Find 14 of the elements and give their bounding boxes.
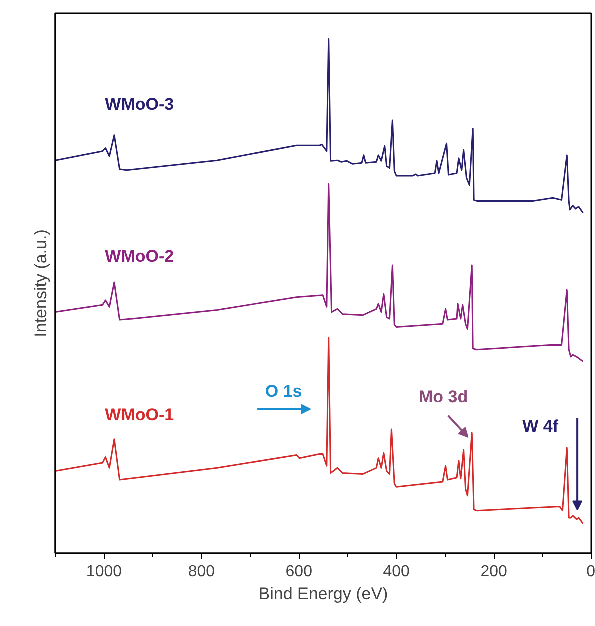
x-tick-label: 600 (286, 564, 313, 580)
y-axis-title: Intensity (a.u.) (32, 230, 50, 338)
series-label: WMoO-3 (105, 95, 174, 114)
x-axis-title: Bind Energy (eV) (258, 584, 388, 604)
x-tick-label: 0 (586, 564, 595, 580)
x-tick-label: 800 (188, 564, 216, 580)
series-label: WMoO-1 (105, 406, 174, 425)
annotation: W 4f (522, 417, 559, 436)
x-tick-label: 400 (383, 564, 410, 580)
series-label: WMoO-2 (105, 246, 174, 266)
annotation: O 1s (265, 382, 302, 401)
x-tick-label: 200 (480, 564, 508, 580)
x-tick-label: 1000 (86, 564, 122, 580)
annotation: Mo 3d (419, 387, 468, 406)
